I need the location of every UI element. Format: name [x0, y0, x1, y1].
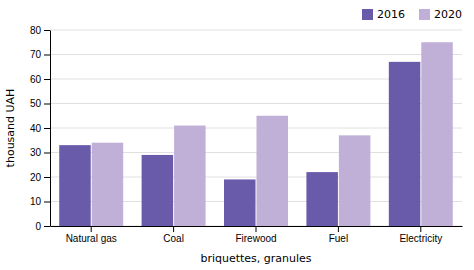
chart: Natural gas Coal Firewood Fuel Electricity 0 1… — [0, 0, 474, 270]
tick: 10 — [30, 196, 50, 207]
tick-label: Firewood — [235, 233, 276, 244]
tick-label: 50 — [30, 98, 42, 109]
bar — [59, 145, 90, 226]
y-axis: 0 10 20 30 40 50 60 70 80 — [30, 25, 51, 232]
tick-label: 10 — [30, 196, 42, 207]
tick-label: Natural gas — [66, 233, 117, 244]
legend-item: 2016 — [362, 8, 405, 21]
y-axis-title: thousand UAH — [4, 89, 17, 168]
tick-label: 60 — [30, 74, 42, 85]
tick-mark — [91, 226, 92, 232]
tick-mark — [173, 226, 174, 232]
tick: 70 — [30, 49, 50, 60]
axis-line — [50, 31, 51, 227]
grid — [50, 30, 462, 226]
tick-label: Electricity — [399, 233, 442, 244]
bar — [224, 179, 255, 226]
legend-swatch — [419, 9, 430, 20]
legend-label: 2016 — [377, 8, 405, 21]
tick-label: 0 — [35, 221, 41, 232]
bar — [339, 135, 370, 226]
bar — [92, 143, 123, 226]
plot: Natural gas Coal Firewood Fuel Electricity 0 1… — [30, 25, 463, 244]
tick-mark — [420, 226, 421, 232]
tick-mark — [44, 202, 50, 203]
tick-mark — [44, 79, 50, 80]
legend: 2016 2020 — [362, 8, 462, 21]
bar-series — [59, 62, 420, 226]
bar — [306, 172, 337, 226]
tick-mark — [44, 226, 50, 227]
tick-label: 30 — [30, 147, 42, 158]
tick-label: Coal — [163, 233, 184, 244]
legend-item: 2020 — [419, 8, 462, 21]
tick: Fuel — [329, 226, 348, 244]
tick-mark — [44, 104, 50, 105]
tick-label: 20 — [30, 172, 42, 183]
tick: Natural gas — [66, 226, 117, 244]
tick-label: 40 — [30, 123, 42, 134]
legend-label: 2020 — [434, 8, 462, 21]
bar — [256, 116, 287, 226]
tick-label: Fuel — [329, 233, 348, 244]
tick: 30 — [30, 147, 50, 158]
bar — [174, 126, 205, 226]
grid-line — [50, 30, 462, 31]
tick: 50 — [30, 98, 50, 109]
tick: 20 — [30, 172, 50, 183]
tick-mark — [256, 226, 257, 232]
tick: 40 — [30, 123, 50, 134]
tick: Firewood — [235, 226, 276, 244]
x-axis-title: briquettes, granules — [200, 252, 311, 265]
bar — [142, 155, 173, 226]
tick-mark — [44, 55, 50, 56]
bar — [389, 62, 420, 226]
tick-mark — [44, 128, 50, 129]
bar-series — [92, 42, 453, 226]
tick: 0 — [35, 221, 50, 232]
tick-mark — [44, 153, 50, 154]
tick: 80 — [30, 25, 50, 36]
tick: 60 — [30, 74, 50, 85]
x-axis: Natural gas Coal Firewood Fuel Electricity — [51, 226, 463, 244]
bar — [421, 42, 452, 226]
tick-mark — [44, 177, 50, 178]
tick: Coal — [163, 226, 184, 244]
tick-mark — [44, 30, 50, 31]
tick-label: 80 — [30, 25, 42, 36]
tick-label: 70 — [30, 49, 42, 60]
legend-swatch — [362, 9, 373, 20]
tick: Electricity — [399, 226, 442, 244]
bars — [59, 42, 453, 226]
tick-mark — [338, 226, 339, 232]
grid-line — [50, 54, 462, 55]
